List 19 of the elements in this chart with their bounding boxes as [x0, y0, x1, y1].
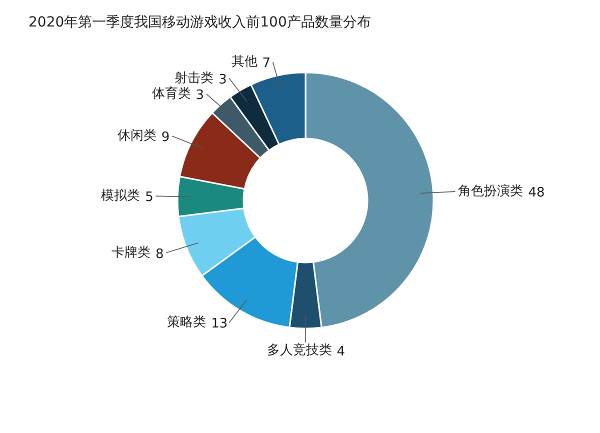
data-label: 5 — [145, 190, 154, 206]
data-label: 9 — [161, 130, 170, 146]
chart-title: 2020年第一季度我国移动游戏收入前100产品数量分布 — [28, 14, 371, 30]
slice-label: 体育类 — [152, 85, 191, 102]
slice-label: 角色扮演类 — [458, 184, 524, 200]
data-label: 48 — [528, 186, 545, 201]
slice-label: 其他 — [231, 54, 258, 70]
data-label: 8 — [156, 246, 164, 262]
slice-label: 多人竞技类 — [266, 343, 332, 358]
slice-label: 模拟类 — [101, 188, 140, 204]
slice-label: 卡牌类 — [112, 245, 151, 260]
slice-label: 策略类 — [167, 315, 206, 330]
data-label: 4 — [336, 344, 346, 360]
data-label: 7 — [262, 56, 271, 71]
data-label: 3 — [218, 72, 227, 88]
data-label: 3 — [196, 88, 204, 103]
slice-label: 休闲类 — [117, 128, 156, 144]
data-label: 13 — [211, 316, 228, 332]
slice-label: 射击类 — [174, 70, 214, 86]
